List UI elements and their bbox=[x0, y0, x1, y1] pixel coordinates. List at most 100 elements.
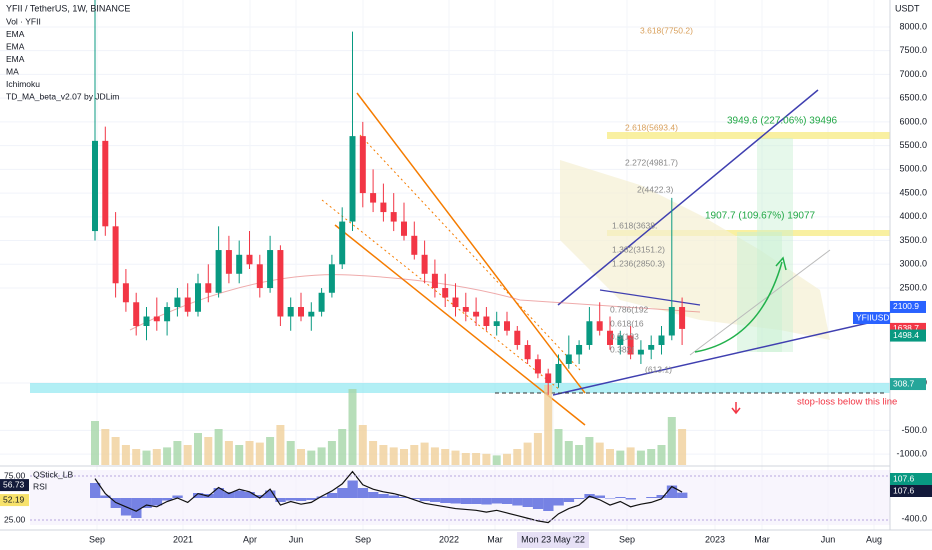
date-highlight bbox=[517, 532, 589, 548]
volume-bar bbox=[307, 450, 316, 465]
qstick-bar bbox=[481, 498, 492, 505]
qstick-bar bbox=[368, 492, 379, 498]
qstick-bar bbox=[656, 495, 667, 498]
volume-bar bbox=[626, 447, 635, 465]
candle-body bbox=[328, 264, 335, 293]
value-tag-text: 1638.7 bbox=[893, 323, 919, 333]
qstick-bar bbox=[378, 494, 389, 498]
qstick-bar bbox=[440, 498, 451, 503]
candle-body bbox=[658, 335, 665, 345]
qstick-bar bbox=[594, 495, 605, 498]
qstick-bar bbox=[275, 498, 286, 502]
arrow-head bbox=[775, 256, 787, 271]
qstick-bar bbox=[625, 498, 636, 500]
candle-body bbox=[298, 307, 304, 317]
volume-bar bbox=[513, 449, 522, 465]
annotation: stop-loss below this line bbox=[797, 397, 897, 408]
candle-body bbox=[411, 235, 418, 255]
volume-bar bbox=[173, 441, 182, 465]
qstick-bar bbox=[553, 498, 564, 506]
rsi-line bbox=[94, 470, 683, 524]
candle-body bbox=[112, 226, 119, 284]
value-tag-text: 56.73 bbox=[3, 479, 25, 489]
candle-body bbox=[452, 297, 459, 308]
candle-body bbox=[607, 330, 613, 345]
volume-bar bbox=[616, 450, 625, 465]
projection bbox=[757, 138, 793, 352]
volume-bar bbox=[255, 442, 264, 465]
volume-bar bbox=[564, 441, 573, 465]
volume-bar bbox=[400, 449, 408, 465]
labels: YFII / TetherUS, 1W, BINANCE Vol · YFII EM… bbox=[0, 3, 932, 548]
qstick-bar bbox=[471, 498, 482, 504]
candle-body bbox=[256, 264, 263, 289]
volume-bar bbox=[121, 445, 130, 465]
qstick-bar bbox=[151, 498, 163, 506]
candle-body bbox=[143, 316, 150, 327]
pane-label: RSI bbox=[33, 481, 47, 491]
value-tag bbox=[890, 473, 932, 485]
fib-label: 1.382(3151.2) bbox=[612, 244, 665, 254]
x-tick-label: Aug bbox=[866, 534, 882, 544]
annotation: 3949.6 (227.06%) 39496 bbox=[727, 116, 838, 127]
candle-body bbox=[586, 321, 593, 345]
candle-body bbox=[153, 316, 160, 322]
y-tick-label: 6500.0 bbox=[899, 93, 927, 103]
volume-bar bbox=[204, 437, 213, 465]
volume-bar bbox=[606, 449, 614, 465]
indicator-label: EMA bbox=[6, 54, 25, 64]
volume-bar bbox=[224, 441, 233, 465]
volume-bar bbox=[266, 437, 275, 465]
y-tick-label: 7000.0 bbox=[899, 69, 927, 79]
qstick-tick-label: -400.0 bbox=[901, 513, 927, 523]
qstick-bar bbox=[265, 490, 276, 498]
fib-label: 1.236(2850.3) bbox=[612, 258, 665, 268]
qstick-bar bbox=[666, 485, 678, 498]
rsi-band bbox=[30, 470, 890, 525]
oscillator-pane bbox=[30, 470, 890, 524]
candle-body bbox=[493, 321, 500, 327]
volume-bar bbox=[214, 429, 223, 465]
axis-unit: USDT bbox=[895, 3, 920, 13]
candle-body bbox=[524, 344, 531, 360]
volume-bar bbox=[111, 437, 120, 465]
candle-body bbox=[277, 250, 284, 317]
candle-body bbox=[637, 349, 644, 355]
qstick-bar bbox=[563, 498, 575, 502]
candle-body bbox=[246, 254, 253, 265]
volume-bar bbox=[657, 445, 666, 465]
qstick-bar bbox=[605, 498, 616, 499]
candle-body bbox=[462, 307, 469, 312]
candle-body bbox=[215, 250, 222, 293]
x-tick-label: 2023 bbox=[705, 534, 725, 544]
channel-line bbox=[356, 92, 586, 394]
volume-bar bbox=[152, 449, 161, 465]
volume-bar bbox=[276, 425, 285, 465]
volume-bar bbox=[338, 429, 347, 465]
value-tag bbox=[890, 378, 926, 391]
value-tag-text: 107.6 bbox=[893, 485, 915, 495]
x-tick-label: 2022 bbox=[439, 534, 459, 544]
candle-body bbox=[390, 212, 397, 222]
qstick-bar bbox=[337, 488, 348, 498]
candle-body bbox=[534, 359, 541, 374]
support-band bbox=[30, 383, 890, 393]
chart-title: YFII / TetherUS, 1W, BINANCE bbox=[6, 3, 130, 13]
candle-body bbox=[421, 254, 428, 274]
value-tag bbox=[890, 300, 926, 313]
candle-body bbox=[483, 316, 490, 327]
annotation: 1907.7 (109.67%) 19077 bbox=[705, 211, 816, 222]
volume-bar bbox=[482, 453, 491, 465]
fib-label: 0.786(192 bbox=[610, 304, 649, 314]
trend-line bbox=[689, 249, 831, 356]
candles bbox=[92, 0, 686, 395]
qstick-bar bbox=[172, 495, 183, 498]
volume-bar bbox=[142, 450, 151, 465]
volume-bar bbox=[348, 389, 357, 465]
candle-body bbox=[318, 292, 325, 312]
indicator-label: Vol · YFII bbox=[6, 16, 41, 26]
candle-body bbox=[627, 335, 634, 355]
volume-bar bbox=[647, 449, 656, 465]
qstick-bar bbox=[574, 498, 585, 499]
